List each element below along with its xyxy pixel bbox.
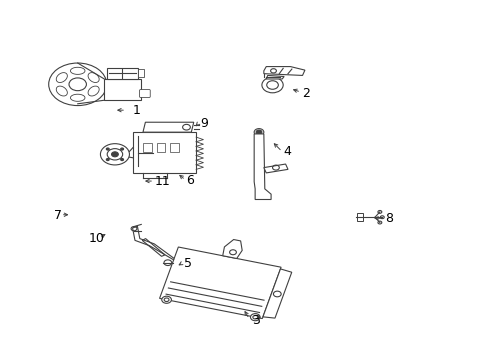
Text: 1: 1 [132,104,140,117]
Text: 4: 4 [283,145,290,158]
Circle shape [380,216,384,219]
Circle shape [106,158,109,161]
Circle shape [262,77,283,93]
Circle shape [121,158,123,161]
FancyBboxPatch shape [104,79,140,100]
Polygon shape [265,76,284,79]
Text: 8: 8 [384,212,392,225]
Polygon shape [159,247,281,319]
FancyBboxPatch shape [106,68,138,79]
FancyBboxPatch shape [139,90,150,98]
Polygon shape [254,134,270,199]
Polygon shape [222,239,242,258]
Text: 11: 11 [155,175,170,188]
Circle shape [111,152,118,157]
Circle shape [256,130,262,134]
Circle shape [106,148,109,150]
Polygon shape [142,239,164,256]
FancyBboxPatch shape [133,132,196,173]
Circle shape [377,221,381,224]
Circle shape [100,144,129,165]
Text: 2: 2 [302,87,310,100]
Polygon shape [263,269,291,318]
Circle shape [377,211,381,213]
Polygon shape [264,67,305,76]
Text: 5: 5 [183,257,192,270]
Text: 3: 3 [251,314,259,327]
FancyBboxPatch shape [138,69,143,77]
Text: 9: 9 [200,117,207,130]
Text: 6: 6 [186,174,194,186]
Polygon shape [142,122,193,132]
Circle shape [250,314,260,321]
FancyBboxPatch shape [356,213,362,221]
Text: 10: 10 [89,232,104,245]
Text: 7: 7 [53,209,61,222]
Circle shape [121,148,123,150]
Circle shape [162,296,171,303]
Polygon shape [264,164,287,173]
